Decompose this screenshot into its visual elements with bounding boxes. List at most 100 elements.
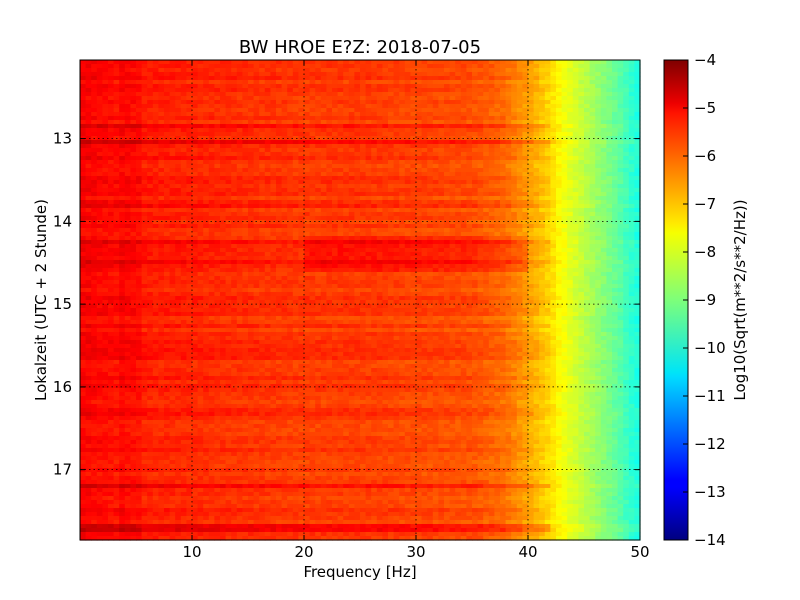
heatmap-cell xyxy=(410,128,417,133)
heatmap-cell xyxy=(472,252,479,257)
heatmap-cell xyxy=(404,152,411,157)
heatmap-cell xyxy=(494,64,501,69)
heatmap-cell xyxy=(348,136,355,141)
heatmap-cell xyxy=(393,104,400,109)
heatmap-cell xyxy=(113,240,120,245)
heatmap-cell xyxy=(102,124,109,129)
heatmap-cell xyxy=(421,152,428,157)
heatmap-cell xyxy=(309,216,316,221)
heatmap-cell xyxy=(528,96,535,101)
heatmap-cell xyxy=(628,60,635,65)
heatmap-cell xyxy=(477,76,484,81)
heatmap-cell xyxy=(192,80,199,85)
heatmap-cell xyxy=(91,108,98,113)
heatmap-cell xyxy=(589,160,596,165)
heatmap-cell xyxy=(522,100,529,105)
heatmap-cell xyxy=(416,152,423,157)
heatmap-cell xyxy=(164,244,171,249)
heatmap-cell xyxy=(511,116,518,121)
heatmap-cell xyxy=(197,172,204,177)
heatmap-cell xyxy=(304,72,311,77)
heatmap-cell xyxy=(382,216,389,221)
heatmap-cell xyxy=(483,176,490,181)
heatmap-cell xyxy=(108,132,115,137)
heatmap-cell xyxy=(180,232,187,237)
heatmap-cell xyxy=(80,156,87,161)
heatmap-cell xyxy=(382,140,389,145)
heatmap-cell xyxy=(511,228,518,233)
heatmap-cell xyxy=(500,188,507,193)
heatmap-cell xyxy=(108,144,115,149)
heatmap-cell xyxy=(248,172,255,177)
heatmap-cell xyxy=(80,96,87,101)
heatmap-cell xyxy=(242,100,249,105)
heatmap-cell xyxy=(332,192,339,197)
heatmap-cell xyxy=(444,148,451,153)
heatmap-cell xyxy=(242,132,249,137)
heatmap-cell xyxy=(248,228,255,233)
heatmap-cell xyxy=(505,132,512,137)
heatmap-cell xyxy=(248,104,255,109)
heatmap-cell xyxy=(108,72,115,77)
heatmap-cell xyxy=(130,148,137,153)
heatmap-cell xyxy=(158,68,165,73)
heatmap-cell xyxy=(466,116,473,121)
heatmap-cell xyxy=(404,112,411,117)
heatmap-cell xyxy=(354,244,361,249)
heatmap-cell xyxy=(589,200,596,205)
heatmap-cell xyxy=(180,160,187,165)
heatmap-cell xyxy=(119,104,126,109)
heatmap-cell xyxy=(438,60,445,65)
heatmap-cell xyxy=(102,84,109,89)
heatmap-cell xyxy=(298,244,305,249)
heatmap-cell xyxy=(488,212,495,217)
heatmap-cell xyxy=(158,76,165,81)
heatmap-cell xyxy=(511,76,518,81)
heatmap-cell xyxy=(600,84,607,89)
heatmap-cell xyxy=(186,184,193,189)
heatmap-cell xyxy=(292,80,299,85)
heatmap-cell xyxy=(192,168,199,173)
heatmap-cell xyxy=(399,160,406,165)
heatmap-cell xyxy=(175,244,182,249)
heatmap-cell xyxy=(264,80,271,85)
heatmap-cell xyxy=(455,156,462,161)
heatmap-cell xyxy=(455,140,462,145)
heatmap-cell xyxy=(180,196,187,201)
heatmap-cell xyxy=(360,156,367,161)
heatmap-cell xyxy=(231,172,238,177)
heatmap-cell xyxy=(376,188,383,193)
heatmap-cell xyxy=(136,104,143,109)
heatmap-cell xyxy=(376,144,383,149)
heatmap-cell xyxy=(404,132,411,137)
heatmap-cell xyxy=(102,176,109,181)
heatmap-cell xyxy=(259,60,266,65)
heatmap-cell xyxy=(354,228,361,233)
heatmap-cell xyxy=(556,128,563,133)
heatmap-cell xyxy=(539,68,546,73)
heatmap-cell xyxy=(432,236,439,241)
heatmap-cell xyxy=(399,232,406,237)
heatmap-cell xyxy=(158,144,165,149)
heatmap-cell xyxy=(589,196,596,201)
heatmap-cell xyxy=(444,64,451,69)
heatmap-cell xyxy=(550,220,557,225)
heatmap-cell xyxy=(584,184,591,189)
heatmap-cell xyxy=(119,216,126,221)
heatmap-cell xyxy=(158,176,165,181)
heatmap-cell xyxy=(516,136,523,141)
heatmap-cell xyxy=(203,128,210,133)
heatmap-cell xyxy=(169,72,176,77)
heatmap-cell xyxy=(91,68,98,73)
heatmap-cell xyxy=(231,76,238,81)
heatmap-cell xyxy=(225,216,232,221)
heatmap-cell xyxy=(225,112,232,117)
heatmap-cell xyxy=(180,164,187,169)
heatmap-cell xyxy=(147,228,154,233)
heatmap-cell xyxy=(472,156,479,161)
heatmap-cell xyxy=(533,220,540,225)
heatmap-cell xyxy=(91,120,98,125)
heatmap-cell xyxy=(337,72,344,77)
heatmap-cell xyxy=(466,232,473,237)
heatmap-cell xyxy=(315,184,322,189)
